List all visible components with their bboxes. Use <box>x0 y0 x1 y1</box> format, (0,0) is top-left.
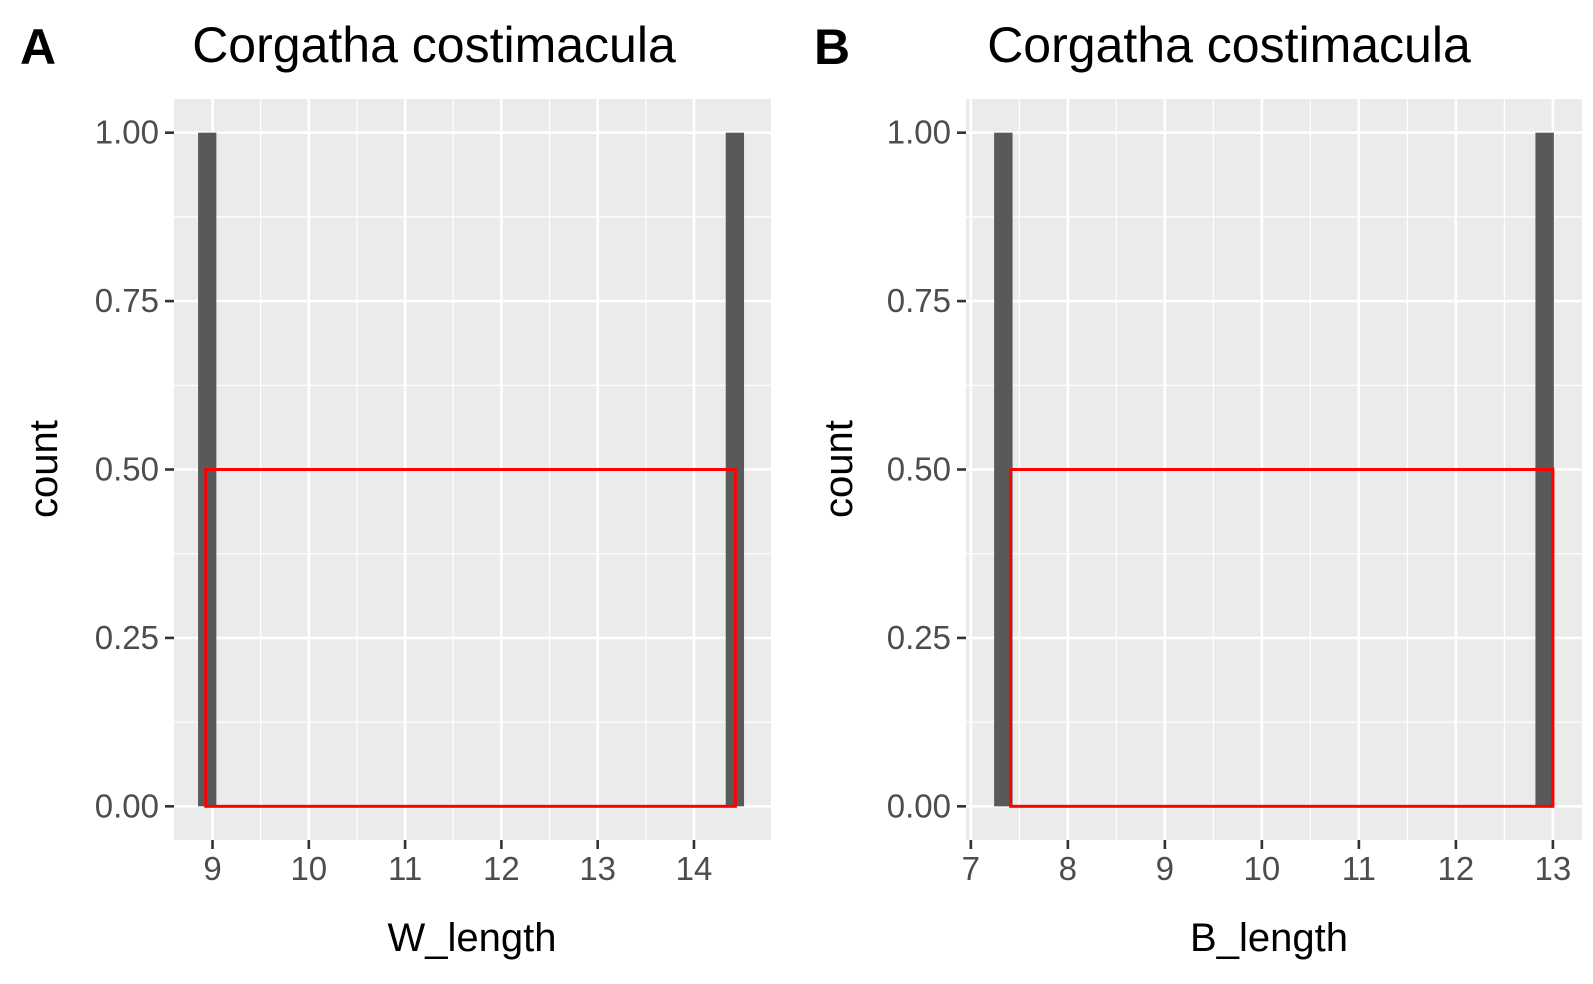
panel-label: B <box>814 19 850 75</box>
panel-title: Corgatha costimacula <box>192 17 676 73</box>
x-axis: 9 10 11 12 13 14 <box>203 840 712 887</box>
panel-title: Corgatha costimacula <box>987 17 1471 73</box>
x-tick-label: 12 <box>1438 850 1475 887</box>
y-tick-label: 0.50 <box>887 451 951 488</box>
x-tick-label: 7 <box>962 850 980 887</box>
x-tick-label: 12 <box>483 850 520 887</box>
y-tick-label: 1.00 <box>887 114 951 151</box>
x-tick-label: 11 <box>1342 850 1376 887</box>
x-tick-label: 10 <box>1244 850 1281 887</box>
highlight-box-group <box>1009 468 1555 808</box>
x-axis-title: W_length <box>388 916 557 960</box>
x-tick-label: 9 <box>203 850 221 887</box>
x-tick-label: 13 <box>579 850 616 887</box>
panel-a: A Corgatha costimacula 0.00 0.25 0.50 0.75 1… <box>20 17 771 960</box>
y-axis: 0.00 0.25 0.50 0.75 1.00 <box>887 114 966 824</box>
y-tick-label: 0.00 <box>95 787 159 824</box>
y-axis: 0.00 0.25 0.50 0.75 1.00 <box>95 114 174 824</box>
y-tick-label: 0.00 <box>887 787 951 824</box>
y-tick-label: 0.25 <box>95 619 159 656</box>
y-axis-title: count <box>22 420 66 518</box>
x-axis: 7 8 9 10 11 12 13 <box>962 840 1572 887</box>
x-tick-label: 13 <box>1535 850 1572 887</box>
x-tick-label: 10 <box>290 850 327 887</box>
panel-label: A <box>20 19 56 75</box>
y-tick-label: 0.75 <box>887 282 951 319</box>
highlight-box <box>204 468 737 808</box>
y-tick-label: 0.50 <box>95 451 159 488</box>
highlight-box <box>1009 468 1555 808</box>
x-axis-title: B_length <box>1190 916 1348 960</box>
y-tick-label: 1.00 <box>95 114 159 151</box>
highlight-box-group <box>204 468 737 808</box>
x-tick-label: 9 <box>1156 850 1174 887</box>
y-tick-label: 0.75 <box>95 282 159 319</box>
y-tick-label: 0.25 <box>887 619 951 656</box>
x-tick-label: 14 <box>676 850 713 887</box>
y-axis-title: count <box>817 420 861 518</box>
x-tick-label: 8 <box>1059 850 1077 887</box>
histogram-bar <box>994 132 1013 807</box>
panel-b: B Corgatha costimacula 0.00 0.25 0.50 0.75 1… <box>814 17 1582 960</box>
x-tick-label: 11 <box>388 850 422 887</box>
